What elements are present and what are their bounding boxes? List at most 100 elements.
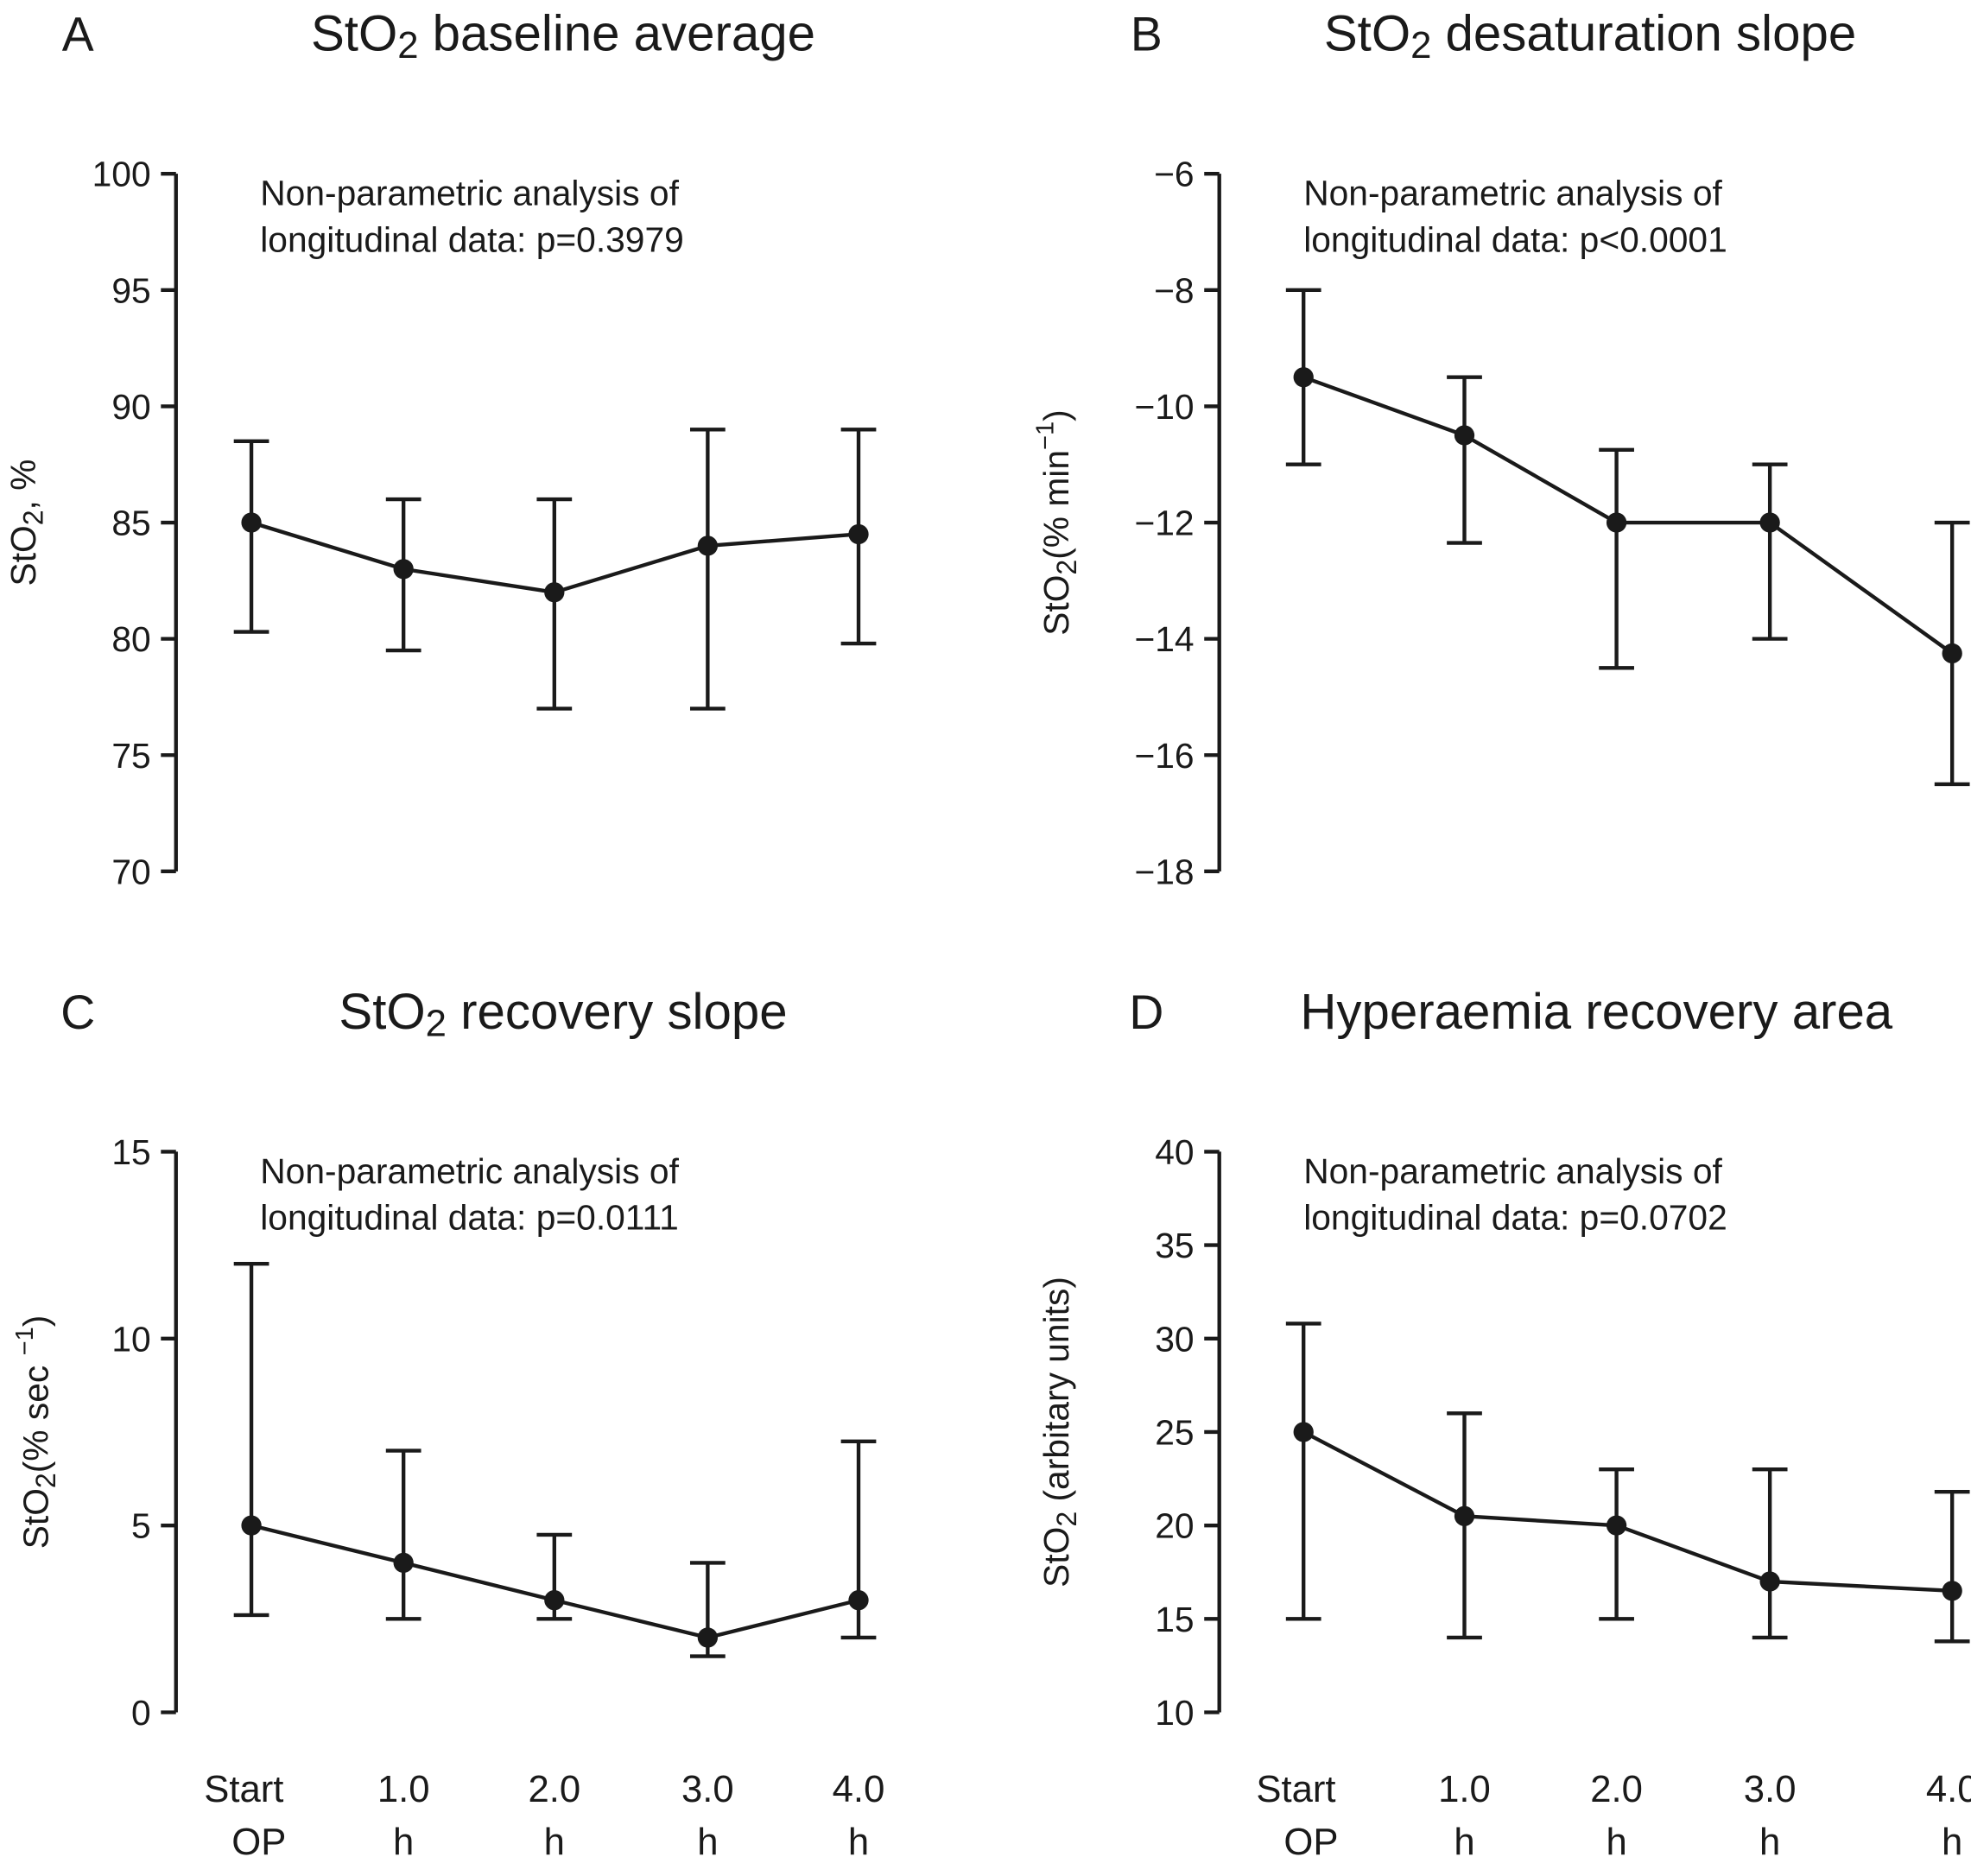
- y-tick-label: 15: [111, 1132, 150, 1172]
- ylabel-text: (% sec: [16, 1355, 55, 1473]
- y-tick-label: 85: [111, 504, 150, 543]
- x-tick-label: 2.0: [528, 1768, 580, 1810]
- annotation-text: longitudinal data: p=0.0702: [1303, 1198, 1727, 1238]
- data-point: [1454, 425, 1475, 446]
- title-subscript: 2: [397, 24, 418, 67]
- data-point: [1454, 1505, 1475, 1526]
- x-tick-label: 2.0: [1590, 1768, 1643, 1810]
- y-tick-label: 40: [1155, 1132, 1194, 1172]
- data-point: [1759, 1571, 1780, 1592]
- title-subscript: 2: [426, 1003, 447, 1045]
- ylabel-text: (% min: [1036, 450, 1076, 560]
- annotation-text: Non-parametric analysis of: [260, 174, 679, 213]
- y-tick-label: 25: [1155, 1413, 1194, 1453]
- annotation-text: Non-parametric analysis of: [1303, 174, 1722, 213]
- ylabel-text: ): [1036, 409, 1076, 421]
- ylabel-subscript: 2: [1051, 560, 1082, 575]
- ylabel-text: StO: [1036, 1527, 1076, 1588]
- y-tick-label: 20: [1155, 1506, 1194, 1546]
- x-tick-label: OP: [1283, 1821, 1338, 1863]
- ylabel-text: ): [16, 1315, 55, 1328]
- ylabel-text: StO: [16, 1488, 55, 1549]
- annotation-text: longitudinal data: p=0.3979: [260, 219, 684, 259]
- y-tick-label: 10: [1155, 1693, 1194, 1733]
- series-line: [1302, 1430, 1953, 1594]
- x-tick-label: h: [1759, 1821, 1780, 1863]
- y-tick-label: 5: [131, 1506, 151, 1546]
- x-tick-label: 3.0: [681, 1768, 734, 1810]
- ylabel-superscript: −1: [11, 1327, 39, 1355]
- x-tick-label: OP: [231, 1821, 286, 1863]
- series-line: [1302, 375, 1954, 656]
- x-tick-label: 1.0: [1438, 1768, 1491, 1810]
- panel-letter: A: [62, 8, 94, 61]
- ylabel-superscript: −1: [1032, 421, 1060, 450]
- annotation-text: longitudinal data: p<0.0001: [1303, 219, 1727, 259]
- data-point: [697, 1627, 719, 1648]
- y-tick-label: 0: [131, 1693, 151, 1733]
- chart-title: StO2 desaturation slope: [1324, 6, 1856, 67]
- error-bar: [1447, 375, 1482, 545]
- data-point: [1293, 367, 1314, 388]
- panel-letter: B: [1131, 8, 1163, 61]
- annotation-text: longitudinal data: p=0.0111: [260, 1198, 679, 1238]
- error-bar: [1752, 1467, 1788, 1640]
- y-tick-label: −16: [1134, 736, 1194, 776]
- x-tick-label: h: [848, 1821, 869, 1863]
- data-point: [1293, 1422, 1314, 1442]
- y-tick-label: −10: [1134, 387, 1194, 427]
- title-text: StO: [1324, 6, 1410, 62]
- y-tick-label: 15: [1155, 1600, 1194, 1639]
- error-bar: [1285, 1321, 1321, 1621]
- title-subscript: 2: [1410, 24, 1431, 67]
- title-text: Hyperaemia recovery area: [1300, 984, 1892, 1040]
- ylabel-text: , %: [3, 459, 43, 510]
- data-point: [544, 582, 565, 603]
- y-tick-label: 30: [1155, 1319, 1194, 1359]
- title-text: StO: [311, 6, 397, 62]
- ylabel-text: StO: [1036, 575, 1076, 636]
- x-tick-label: h: [1606, 1821, 1626, 1863]
- panel-letter: C: [60, 986, 95, 1039]
- y-tick-label: 70: [111, 852, 150, 891]
- panel-d: D Hyperaemia recovery area 10 15 20 25 30 35 40 S…: [1036, 984, 1971, 1863]
- y-tick-label: 10: [111, 1319, 150, 1359]
- ylabel-subscript: 2: [1051, 1512, 1082, 1527]
- data-point: [848, 1590, 869, 1611]
- data-point: [1606, 1515, 1627, 1536]
- y-tick-label: −18: [1134, 852, 1194, 891]
- y-tick-label: −6: [1154, 155, 1194, 194]
- error-bar: [233, 1262, 269, 1618]
- x-tick-label: 4.0: [833, 1768, 885, 1810]
- y-tick-label: 75: [111, 736, 150, 776]
- ylabel-text: (arbitary units): [1036, 1277, 1076, 1512]
- error-bar: [385, 1448, 421, 1621]
- title-text: baseline average: [419, 6, 816, 62]
- data-point: [697, 536, 719, 556]
- data-point: [1942, 643, 1962, 664]
- error-bar: [689, 428, 726, 711]
- data-point: [241, 512, 262, 533]
- x-tick-label: h: [697, 1821, 718, 1863]
- data-point: [393, 1552, 414, 1574]
- y-axis-label: StO2 (arbitary units): [1036, 1277, 1082, 1588]
- x-tick-label: 3.0: [1744, 1768, 1797, 1810]
- error-bar: [1599, 1467, 1634, 1621]
- x-tick-label: Start: [1256, 1768, 1335, 1810]
- y-tick-label: 95: [111, 270, 150, 310]
- data-point: [848, 523, 869, 545]
- y-tick-label: −12: [1134, 504, 1194, 543]
- x-tick-label: h: [1454, 1821, 1474, 1863]
- data-point: [241, 1515, 262, 1536]
- x-tick-label: h: [544, 1821, 565, 1863]
- chart-title: StO2 baseline average: [311, 6, 815, 67]
- x-tick-label: h: [1942, 1821, 1962, 1863]
- panel-a: A StO2 baseline average707580859095100StO…: [3, 6, 877, 891]
- x-tick-label: 1.0: [377, 1768, 430, 1810]
- y-tick-label: 35: [1155, 1226, 1194, 1265]
- x-tick-label: 4.0: [1926, 1768, 1971, 1810]
- y-axis-label: StO2(% sec −1): [11, 1315, 61, 1550]
- data-point: [1759, 512, 1780, 533]
